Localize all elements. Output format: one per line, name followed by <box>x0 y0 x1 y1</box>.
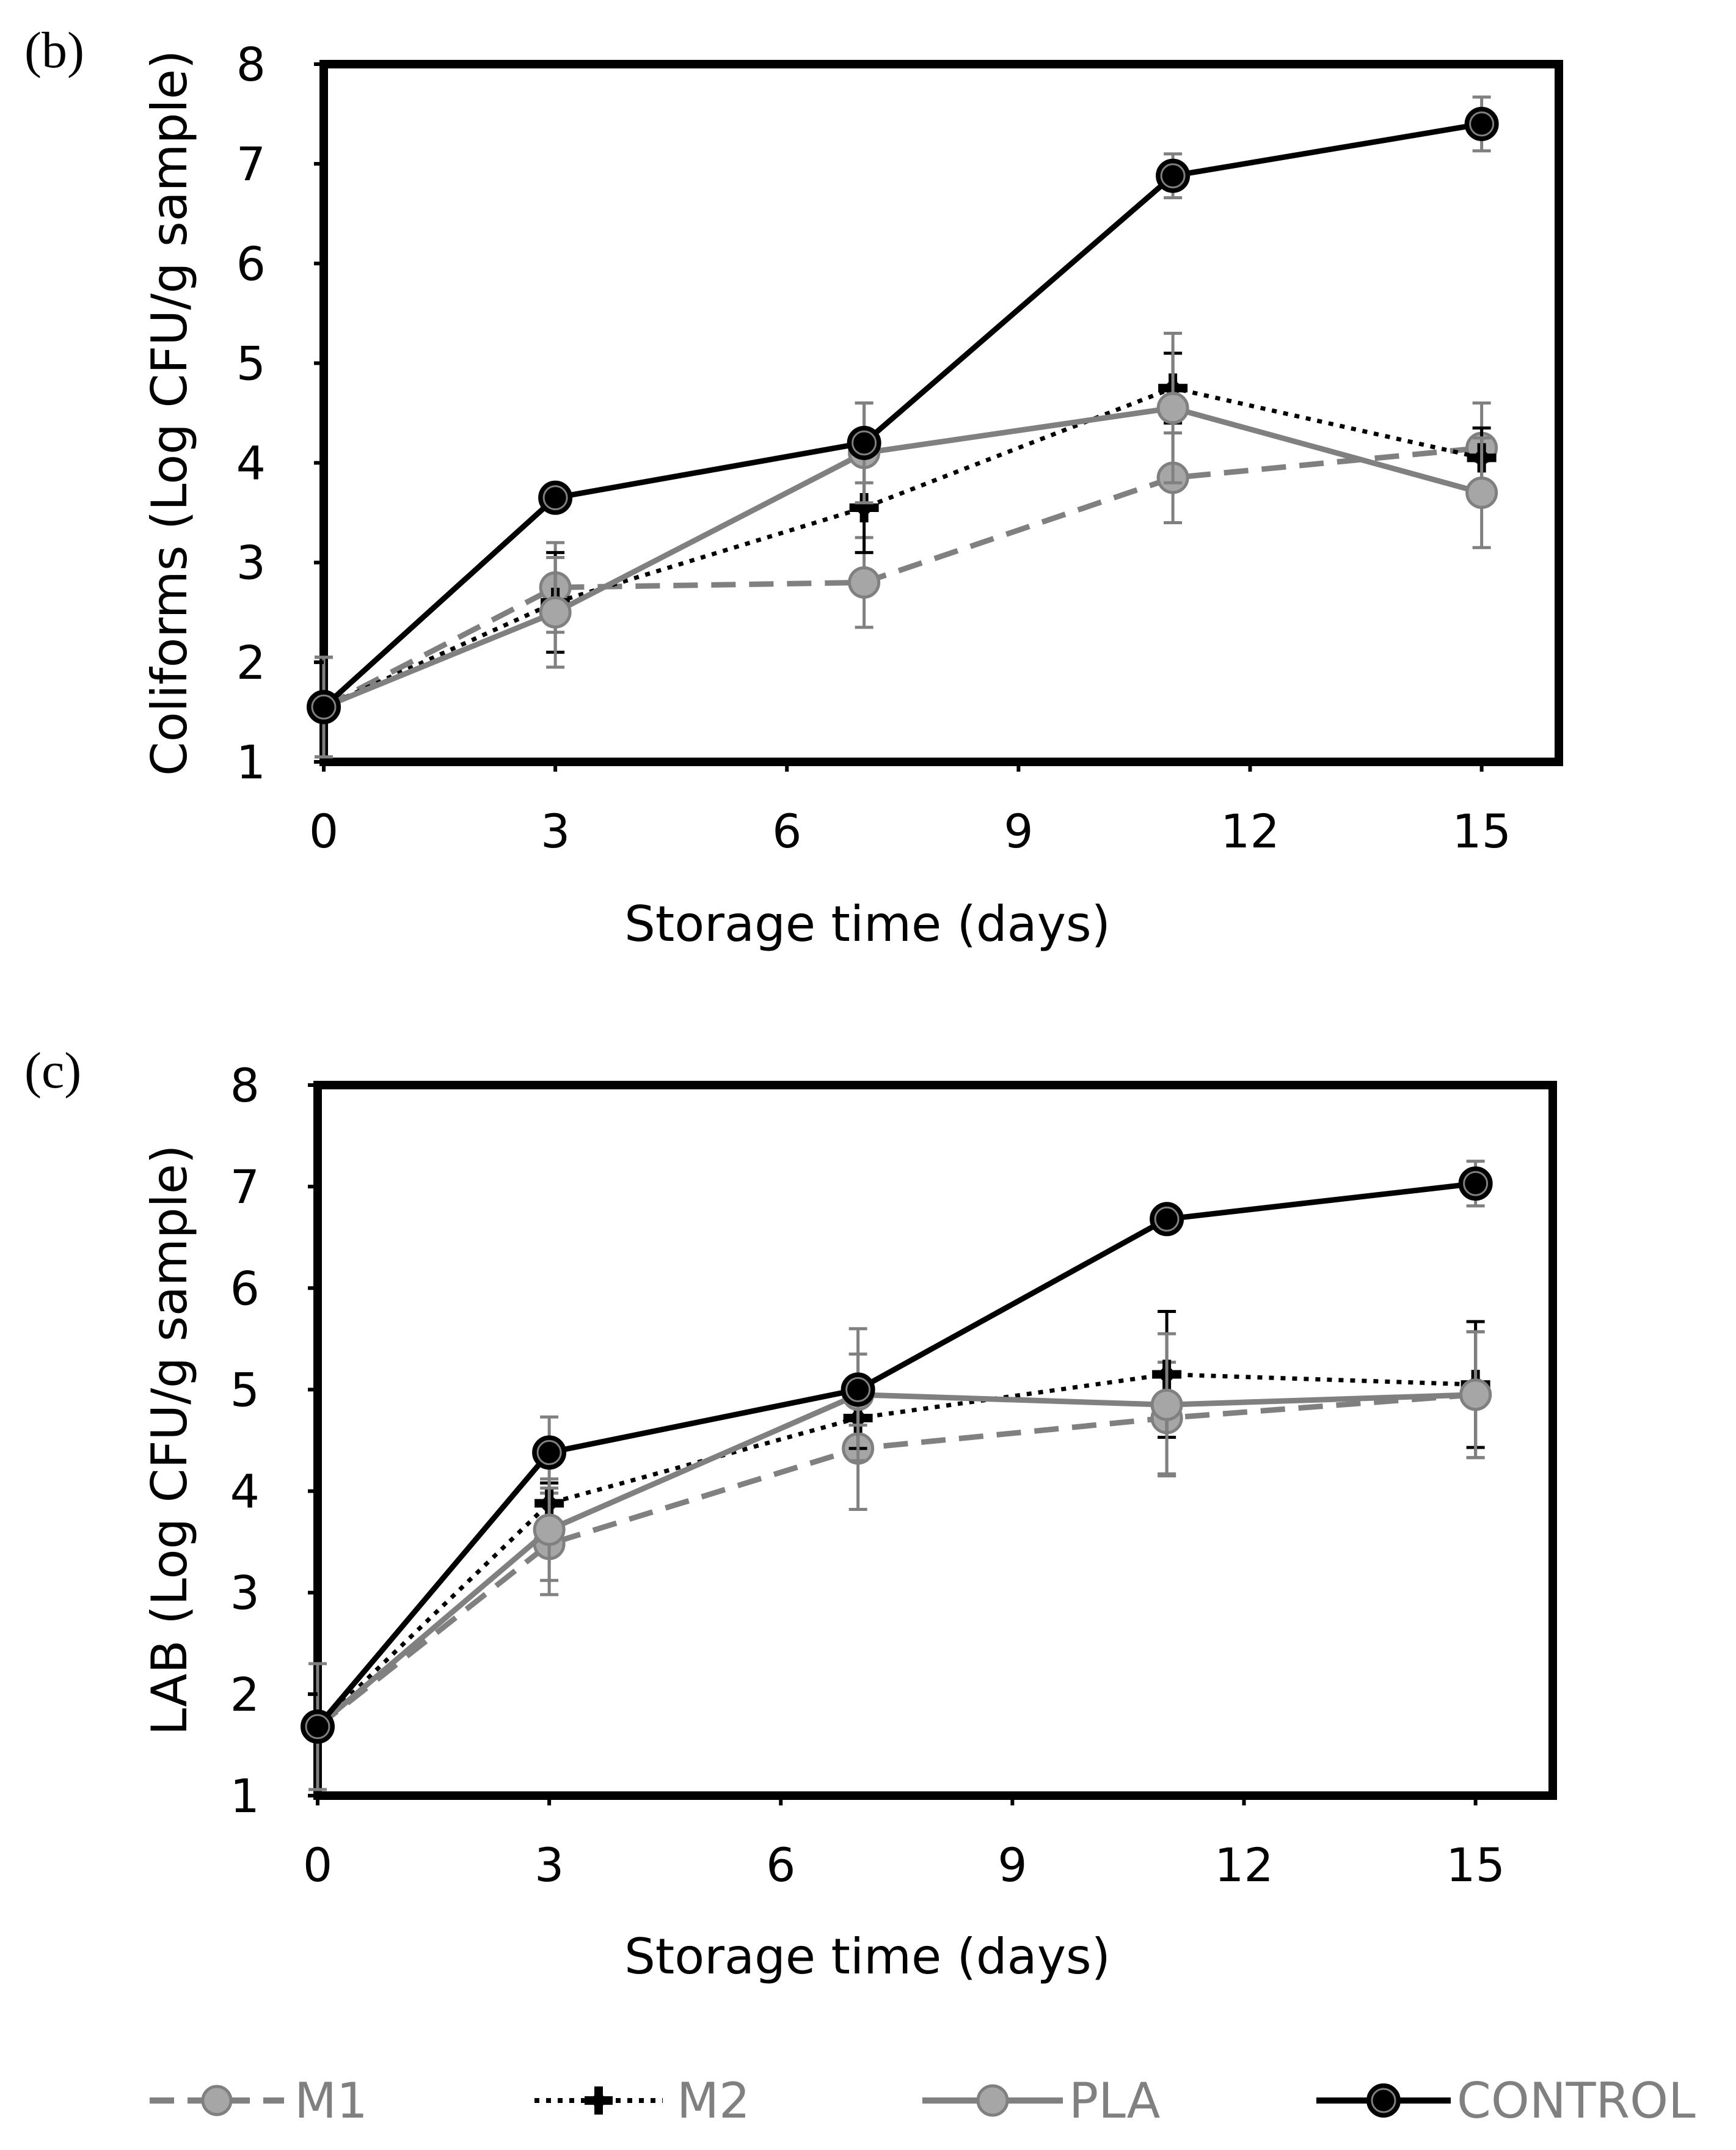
y-tick-label: 4 <box>236 436 266 491</box>
series-pla <box>307 331 1498 759</box>
y-tick-label: 6 <box>230 1261 260 1315</box>
y-tick-label: 6 <box>236 236 266 291</box>
data-point-control-ring <box>845 1377 871 1402</box>
x-tick-label: 6 <box>772 804 801 858</box>
x-axis-title: Storage time (days) <box>624 896 1111 953</box>
x-tick-label: 9 <box>997 1838 1027 1892</box>
x-tick-label: 6 <box>766 1838 795 1892</box>
plot-frame <box>313 1081 1557 1800</box>
data-point-pla <box>1465 477 1498 510</box>
series-line-m2 <box>316 1372 1476 1728</box>
x-tick-label: 0 <box>309 804 338 858</box>
series-pla <box>301 1327 1492 1791</box>
data-point-control-ring <box>542 485 568 511</box>
series-m2 <box>303 1309 1490 1791</box>
data-point-pla <box>1150 1388 1183 1421</box>
y-tick-label: 8 <box>230 1058 260 1113</box>
series-line-control <box>315 1180 1476 1728</box>
legend-label-pla: PLA <box>1069 2072 1161 2129</box>
y-tick-label: 7 <box>230 1160 260 1214</box>
data-point-control-ring <box>311 694 337 720</box>
y-tick-label: 1 <box>230 1769 260 1823</box>
y-tick-label: 3 <box>236 536 266 590</box>
legend-marker-m1 <box>201 2085 233 2116</box>
data-point-control-ring <box>536 1439 562 1465</box>
plot-frame <box>319 60 1563 766</box>
legend-item-pla: PLA <box>922 2072 1161 2129</box>
y-tick-label: 3 <box>230 1566 260 1620</box>
data-point-control-ring <box>1469 111 1495 137</box>
y-tick-label: 1 <box>236 735 266 789</box>
y-tick-label: 5 <box>236 336 266 390</box>
legend-marker-control-ring <box>1371 2088 1396 2113</box>
y-tick-label: 5 <box>230 1362 260 1417</box>
series-line-m2 <box>323 386 1483 709</box>
x-tick-label: 12 <box>1214 1838 1274 1892</box>
y-tick-label: 2 <box>236 635 266 690</box>
panel-label-c: (c) <box>24 1042 81 1099</box>
series-control <box>307 95 1499 725</box>
x-tick-label: 12 <box>1220 804 1280 858</box>
legend-item-control: CONTROL <box>1316 2072 1696 2129</box>
x-tick-label: 3 <box>541 804 570 858</box>
data-point-m1 <box>848 566 881 599</box>
data-point-control-ring <box>852 430 877 456</box>
legend-label-m2: M2 <box>677 2072 750 2129</box>
legend-label-control: CONTROL <box>1457 2072 1696 2129</box>
x-axis-title: Storage time (days) <box>624 1928 1111 1985</box>
data-point-control-ring <box>1160 163 1186 189</box>
data-point-control-ring <box>1154 1206 1180 1232</box>
legend-marker-pla <box>976 2084 1009 2117</box>
data-point-pla <box>1156 392 1189 425</box>
y-tick-label: 7 <box>236 137 266 191</box>
series-line-pla <box>323 405 1483 710</box>
series-m2 <box>309 351 1497 759</box>
data-point-control-ring <box>1463 1171 1489 1196</box>
series-line-m1 <box>322 445 1483 710</box>
series-line-m1 <box>316 1392 1476 1729</box>
x-tick-label: 15 <box>1452 804 1511 858</box>
legend-item-m2: M2 <box>534 2072 750 2129</box>
legend: M1 M2 PLA CONTROL <box>150 2072 1696 2129</box>
panel-label-b: (b) <box>24 22 84 79</box>
x-tick-label: 3 <box>534 1838 564 1892</box>
data-point-pla <box>539 596 572 629</box>
data-point-control-ring <box>305 1714 330 1739</box>
series-m1 <box>307 401 1498 759</box>
x-tick-label: 0 <box>303 1838 332 1892</box>
y-tick-label: 8 <box>236 37 266 92</box>
series-control <box>301 1160 1493 1744</box>
legend-label-m1: M1 <box>294 2072 368 2129</box>
y-axis-title: Coliforms (Log CFU/g sample) <box>141 50 198 776</box>
y-tick-label: 4 <box>230 1464 260 1519</box>
y-axis-title: LAB (Log CFU/g sample) <box>141 1145 198 1736</box>
legend-item-m1: M1 <box>150 2072 368 2129</box>
x-tick-label: 15 <box>1446 1838 1505 1892</box>
data-point-pla <box>533 1513 566 1546</box>
y-tick-label: 2 <box>230 1667 260 1722</box>
legend-marker-m2-core <box>592 2094 605 2107</box>
x-tick-label: 9 <box>1004 804 1033 858</box>
data-point-pla <box>1459 1378 1492 1411</box>
